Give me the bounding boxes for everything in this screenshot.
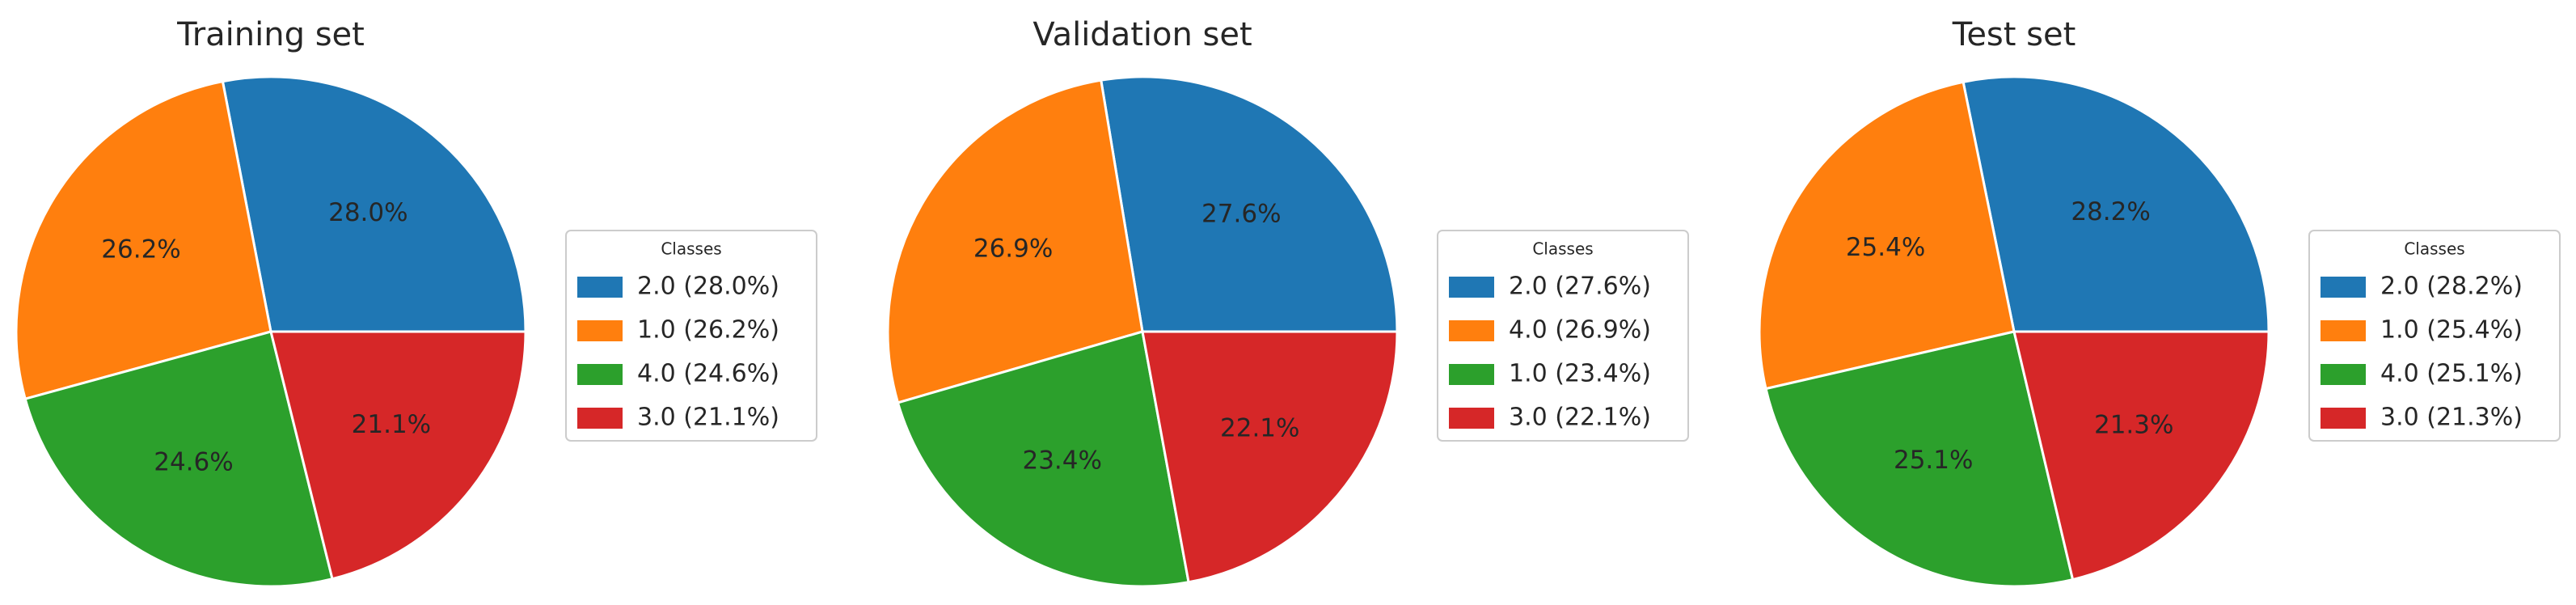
wedge-label: 28.2% — [2071, 197, 2150, 226]
pie-wedge — [23, 330, 334, 588]
legend-label: 1.0 (26.2%) — [637, 316, 779, 345]
legend-title: Classes — [661, 239, 721, 259]
legend-swatch — [2321, 408, 2366, 429]
legend-swatch — [1449, 320, 1494, 341]
wedge-label: 21.1% — [352, 410, 431, 439]
legend-label: 2.0 (28.0%) — [637, 273, 779, 301]
legend-label: 4.0 (24.6%) — [637, 360, 779, 388]
chart-title: Test set — [1952, 16, 2076, 53]
legend-label: 2.0 (28.2%) — [2380, 273, 2523, 301]
pie-wedge — [1764, 330, 2075, 588]
wedge-label: 25.4% — [1846, 233, 1925, 262]
legend-swatch — [577, 364, 623, 385]
legend-box — [565, 230, 817, 442]
legend-label: 4.0 (25.1%) — [2380, 360, 2523, 388]
wedge-label: 23.4% — [1022, 446, 1101, 475]
wedge-label: 28.0% — [328, 198, 408, 227]
pie-chart: Validation set 27.6% 26.9% 23.4% 22.1% Classe… — [886, 16, 1689, 588]
legend-swatch — [2321, 277, 2366, 298]
legend-swatch — [577, 277, 623, 298]
legend-swatch — [1449, 408, 1494, 429]
legend-label: 2.0 (27.6%) — [1509, 273, 1651, 301]
legend-label: 3.0 (22.1%) — [1509, 404, 1651, 432]
legend-box — [1437, 230, 1689, 442]
legend-title: Classes — [2404, 239, 2464, 259]
legend-swatch — [2321, 364, 2366, 385]
wedge-label: 27.6% — [1201, 199, 1281, 228]
pie-wedge — [2012, 330, 2270, 582]
pie-wedge — [15, 79, 272, 401]
pie-wedge — [221, 75, 527, 333]
wedge-label: 26.9% — [973, 235, 1053, 264]
legend-box — [2308, 230, 2561, 442]
legend-swatch — [1449, 277, 1494, 298]
chart-title: Validation set — [1033, 16, 1252, 53]
legend-label: 3.0 (21.3%) — [2380, 404, 2523, 432]
wedge-label: 22.1% — [1220, 413, 1299, 442]
legend-swatch — [577, 408, 623, 429]
pie-wedge — [269, 330, 527, 581]
wedge-label: 26.2% — [101, 235, 180, 264]
legend-swatch — [577, 320, 623, 341]
wedge-label: 21.3% — [2094, 411, 2173, 440]
pie-wedge — [1141, 330, 1399, 584]
pie-chart: Training set 28.0% 26.2% 24.6% 21.1% Classes 2… — [15, 16, 817, 588]
pie-wedge — [896, 330, 1190, 588]
wedge-label: 25.1% — [1894, 446, 1973, 475]
legend-label: 1.0 (25.4%) — [2380, 316, 2523, 345]
pie-chart: Test set 28.2% 25.4% 25.1% 21.3% Classes 2.0 (… — [1758, 16, 2561, 588]
chart-title: Training set — [176, 16, 365, 53]
legend-label: 4.0 (26.9%) — [1509, 316, 1651, 345]
wedge-label: 24.6% — [154, 448, 233, 477]
legend-title: Classes — [1532, 239, 1593, 259]
pie-wedge — [1100, 75, 1399, 333]
legend-swatch — [1449, 364, 1494, 385]
legend-label: 3.0 (21.1%) — [637, 404, 779, 432]
pie-wedge — [1962, 75, 2270, 333]
pie-wedge — [1758, 80, 2016, 391]
legend-label: 1.0 (23.4%) — [1509, 360, 1651, 388]
legend-swatch — [2321, 320, 2366, 341]
pie-wedge — [886, 78, 1144, 404]
